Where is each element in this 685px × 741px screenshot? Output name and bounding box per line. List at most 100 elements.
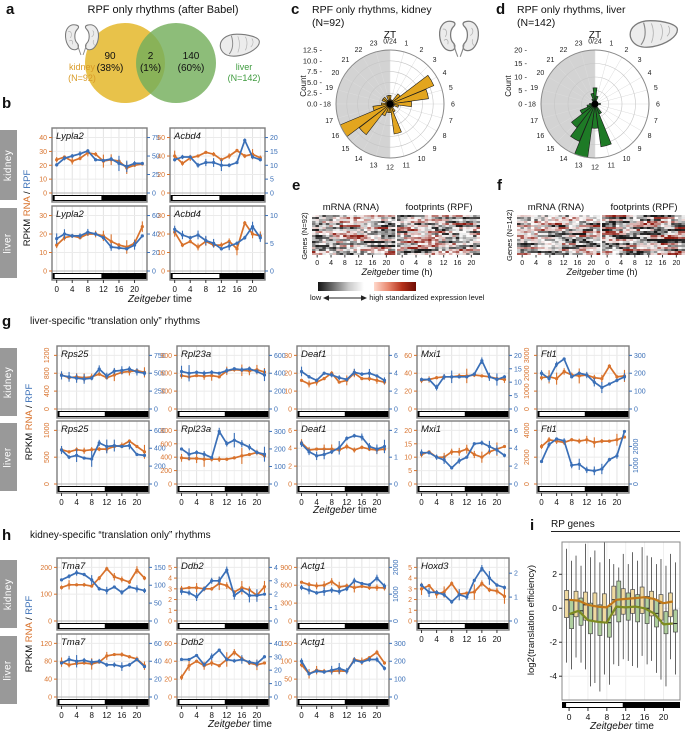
svg-text:12: 12 [99, 285, 108, 294]
svg-text:0: 0 [514, 619, 518, 626]
svg-text:2: 2 [408, 597, 412, 604]
svg-text:Mxi1: Mxi1 [421, 349, 441, 360]
svg-text:5.0 -: 5.0 - [307, 78, 323, 87]
svg-text:5: 5 [270, 177, 274, 184]
colorbar-high-segment [374, 282, 416, 291]
svg-text:4: 4 [194, 498, 199, 507]
heatmap-e-x-axis: 0 4 8 12 16 20 0 4 8 12 16 20 [315, 255, 475, 267]
svg-text:12: 12 [222, 711, 231, 720]
svg-text:20: 20 [587, 260, 595, 267]
svg-text:Rps25: Rps25 [61, 424, 89, 435]
heatmap-liver-rna-title: mRNA (RNA) [527, 202, 585, 213]
svg-text:1: 1 [274, 605, 278, 612]
b-x-axis-label: Zeitgeber time [100, 294, 220, 305]
svg-text:20: 20 [157, 172, 165, 179]
row-label-h-kidney: kidney [0, 560, 17, 628]
svg-text:16: 16 [332, 133, 340, 140]
svg-text:12: 12 [342, 498, 351, 507]
venn-liver-label-n: (N=142) [227, 72, 261, 83]
svg-text:2: 2 [514, 571, 518, 578]
svg-text:16: 16 [369, 260, 377, 267]
svg-text:Mxi1: Mxi1 [421, 424, 441, 435]
rose-kidney-title: RPF only rhythms, kidney [312, 4, 432, 16]
svg-text:11: 11 [403, 162, 410, 169]
b-xlabel-time: time [170, 294, 192, 305]
svg-text:20: 20 [248, 285, 257, 294]
svg-text:30: 30 [39, 213, 47, 220]
h-xlabel-zeitgeber: Zeitgeber [208, 719, 251, 730]
svg-text:5: 5 [408, 468, 412, 475]
panel-label-c: c [291, 1, 300, 18]
svg-text:4: 4 [329, 260, 333, 267]
svg-text:0: 0 [274, 695, 278, 702]
svg-text:3: 3 [274, 578, 278, 585]
svg-text:1000: 1000 [633, 457, 640, 473]
svg-text:20: 20 [130, 285, 139, 294]
line-plot-g-Rps25-kidney: 0 400 800 1200 0 250 500 750 Rps25 [44, 345, 166, 419]
svg-text:8: 8 [648, 133, 652, 140]
venn-left-value: 90 (38%) [92, 51, 128, 74]
venn-title: RPF only rhythms (after Babel) [87, 4, 239, 16]
line-plot-h-Tma7-kidney: 0 100 200 0 50 100 150 Tma7 [40, 557, 166, 631]
svg-text:400: 400 [274, 371, 286, 378]
svg-text:20: 20 [270, 135, 278, 142]
svg-text:20: 20 [132, 498, 141, 507]
svg-text:60: 60 [152, 213, 160, 220]
svg-text:100: 100 [634, 389, 646, 396]
svg-text:30: 30 [39, 149, 47, 156]
svg-text:4: 4 [619, 260, 623, 267]
svg-text:20: 20 [39, 163, 47, 170]
svg-text:20: 20 [152, 250, 160, 257]
svg-text:4: 4 [194, 711, 199, 720]
kidney-icon-rose [438, 20, 480, 57]
svg-text:9: 9 [638, 146, 642, 153]
svg-text:0: 0 [48, 695, 52, 702]
row-label-g-liver-text: liver [3, 446, 14, 468]
svg-text:4: 4 [314, 498, 319, 507]
svg-text:0: 0 [394, 482, 398, 489]
heatmap-kidney-xlabel: Zeitgeber time (h) [322, 267, 472, 277]
svg-text:13: 13 [370, 162, 378, 169]
svg-text:0: 0 [400, 260, 404, 267]
svg-text:20: 20 [252, 711, 261, 720]
heatmap-f-x-axis: 0 4 8 12 16 20 0 4 8 12 16 20 [520, 255, 680, 267]
svg-text:17: 17 [325, 118, 333, 125]
svg-text:8: 8 [633, 260, 637, 267]
svg-text:0: 0 [168, 695, 172, 702]
svg-text:100: 100 [280, 659, 292, 666]
e-xlabel-zeitgeber: Zeitgeber [361, 267, 400, 277]
liver-icon-rose [629, 20, 679, 48]
g-xlabel-zeitgeber: Zeitgeber [313, 505, 356, 516]
svg-text:0: 0 [419, 498, 424, 507]
svg-text:12: 12 [102, 498, 111, 507]
svg-text:21: 21 [342, 57, 350, 64]
svg-text:0: 0 [299, 498, 304, 507]
svg-text:0: 0 [514, 482, 518, 489]
svg-text:0: 0 [539, 498, 544, 507]
svg-text:6: 6 [394, 353, 398, 360]
svg-text:10 -: 10 - [514, 73, 527, 82]
rose-liver-n: (N=142) [517, 17, 556, 29]
svg-text:200: 200 [160, 468, 172, 475]
rose-plot-kidney: 0/24 123456789101112131415161718192021222… [299, 30, 455, 172]
svg-text:20: 20 [332, 70, 340, 77]
svg-text:1: 1 [609, 41, 613, 48]
panel-label-g: g [2, 313, 12, 330]
svg-text:Tma7: Tma7 [61, 561, 86, 572]
svg-text:12: 12 [560, 260, 568, 267]
svg-text:12: 12 [582, 498, 591, 507]
line-plot-g-Rpl23a-kidney: 0 300 600 900 0 200 400 600 Rpl23a [160, 345, 286, 419]
svg-text:0: 0 [154, 695, 158, 702]
svg-text:4: 4 [288, 446, 292, 453]
svg-text:900: 900 [280, 565, 292, 572]
svg-text:100: 100 [394, 677, 406, 684]
svg-text:Tma7: Tma7 [61, 637, 86, 648]
svg-text:400: 400 [44, 385, 51, 397]
line-plot-h-Tma7-liver: 0 40 80 120 0 20 40 60 Tma7 0 4 8 12 16 20 [40, 633, 162, 720]
colorbar-high-label: high standardized expression level [369, 293, 485, 302]
svg-text:ZT: ZT [589, 30, 601, 41]
svg-text:1000: 1000 [44, 422, 51, 438]
line-plot-b-Acbd4-liver: 0 10 20 30 0 5 10 Acbd4 0 4 8 12 16 20 [157, 205, 278, 294]
svg-text:16: 16 [537, 133, 545, 140]
